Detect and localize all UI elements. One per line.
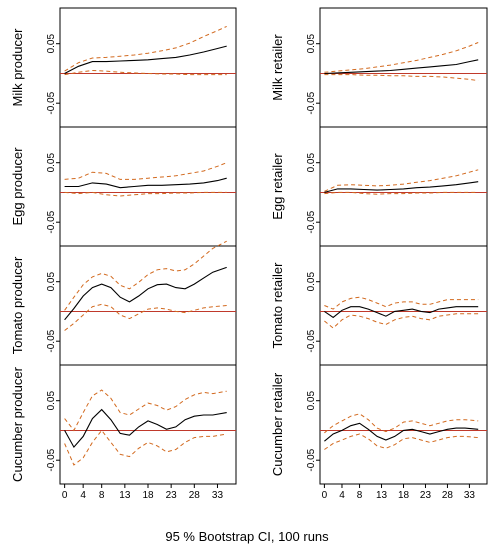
y-tick-label: 0.05: [46, 153, 57, 173]
irf-panels: -0.05 0.05 Milk producer -0.05 0.05 Egg produ…: [10, 7, 488, 501]
ci-upper-line: [324, 169, 479, 192]
y-tick-label: -0.05: [46, 448, 57, 471]
x-tick-label: 0: [62, 490, 68, 501]
irf-line: [324, 181, 479, 193]
y-tick-label: 0.05: [46, 272, 57, 292]
y-tick-label: 0.05: [306, 34, 317, 54]
irf-line: [64, 45, 227, 74]
ci-upper-line: [324, 42, 479, 73]
x-tick-label: 28: [189, 490, 201, 501]
x-tick-label: 8: [99, 490, 105, 501]
x-tick-label: 18: [142, 490, 154, 501]
x-tick-label: 33: [464, 490, 476, 501]
x-tick-label: 0: [322, 490, 328, 501]
panel-egg-retailer: -0.05 0.05 Egg retailer: [270, 126, 488, 247]
panel-label: Egg producer: [10, 147, 25, 226]
ci-lower-line: [64, 303, 227, 331]
panel-label: Cucumber producer: [10, 366, 25, 482]
y-tick-label: 0.05: [306, 272, 317, 292]
panel-milk-producer: -0.05 0.05 Milk producer: [10, 7, 237, 128]
x-tick-label: 4: [339, 490, 345, 501]
panel-cucumber-retailer: -0.05 0.05 Cucumber retailer 0 4 8 13 18 23 28 33: [270, 364, 488, 501]
y-tick-label: -0.05: [46, 91, 57, 114]
ci-lower-line: [324, 191, 479, 195]
irf-line: [64, 266, 227, 321]
panel-label: Tomato producer: [10, 256, 25, 354]
panel-label: Cucumber retailer: [270, 372, 285, 476]
panel-cucumber-producer: -0.05 0.05 Cucumber producer 0 4 8 13 18 23 28 33: [10, 364, 237, 501]
y-tick-label: 0.05: [46, 34, 57, 54]
ci-upper-line: [324, 413, 479, 434]
ci-lower-line: [324, 313, 479, 329]
y-tick-label: -0.05: [46, 210, 57, 233]
x-tick-label: 13: [119, 490, 131, 501]
x-tick-label: 23: [166, 490, 178, 501]
irf-line: [64, 177, 227, 189]
panel-tomato-producer: -0.05 0.05 Tomato producer: [10, 240, 237, 366]
panel-frame: [59, 364, 237, 485]
panel-frame: [59, 7, 237, 128]
y-tick-label: -0.05: [306, 91, 317, 114]
panel-label: Egg retailer: [270, 153, 285, 220]
panel-egg-producer: -0.05 0.05 Egg producer: [10, 126, 237, 247]
y-tick-label: -0.05: [46, 329, 57, 352]
ci-lower-line: [324, 433, 479, 450]
ci-lower-line: [64, 69, 227, 76]
ci-upper-line: [64, 389, 227, 432]
panel-milk-retailer: -0.05 0.05 Milk retailer: [270, 7, 488, 128]
ci-upper-line: [64, 25, 227, 72]
ci-upper-line: [64, 162, 227, 180]
y-tick-label: -0.05: [306, 210, 317, 233]
panel-frame: [319, 245, 488, 366]
x-tick-label: 4: [80, 490, 86, 501]
panel-frame: [59, 245, 237, 366]
panel-frame: [319, 7, 488, 128]
panel-frame: [59, 126, 237, 247]
ci-lower-line: [64, 429, 227, 466]
irf-line: [64, 408, 227, 449]
panel-label: Tomato retailer: [270, 262, 285, 349]
irf-line: [324, 59, 479, 75]
ci-upper-line: [64, 240, 227, 311]
irf-line: [324, 422, 479, 442]
y-tick-label: 0.05: [306, 391, 317, 411]
irf-line: [324, 306, 479, 319]
panel-frame: [319, 364, 488, 485]
x-tick-label: 23: [420, 490, 432, 501]
ci-upper-line: [324, 296, 479, 310]
panel-label: Milk retailer: [270, 34, 285, 101]
x-tick-label: 28: [442, 490, 454, 501]
x-tick-label: 8: [357, 490, 363, 501]
y-tick-label: -0.05: [306, 448, 317, 471]
y-tick-label: 0.05: [46, 391, 57, 411]
ci-lower-line: [324, 74, 479, 82]
y-tick-label: -0.05: [306, 329, 317, 352]
panel-frame: [319, 126, 488, 247]
x-tick-label: 13: [376, 490, 388, 501]
y-tick-label: 0.05: [306, 153, 317, 173]
x-tick-label: 18: [398, 490, 410, 501]
panel-label: Milk producer: [10, 28, 25, 107]
figure-caption: 95 % Bootstrap CI, 100 runs: [165, 529, 329, 544]
x-tick-label: 33: [212, 490, 224, 501]
panel-tomato-retailer: -0.05 0.05 Tomato retailer: [270, 245, 488, 366]
